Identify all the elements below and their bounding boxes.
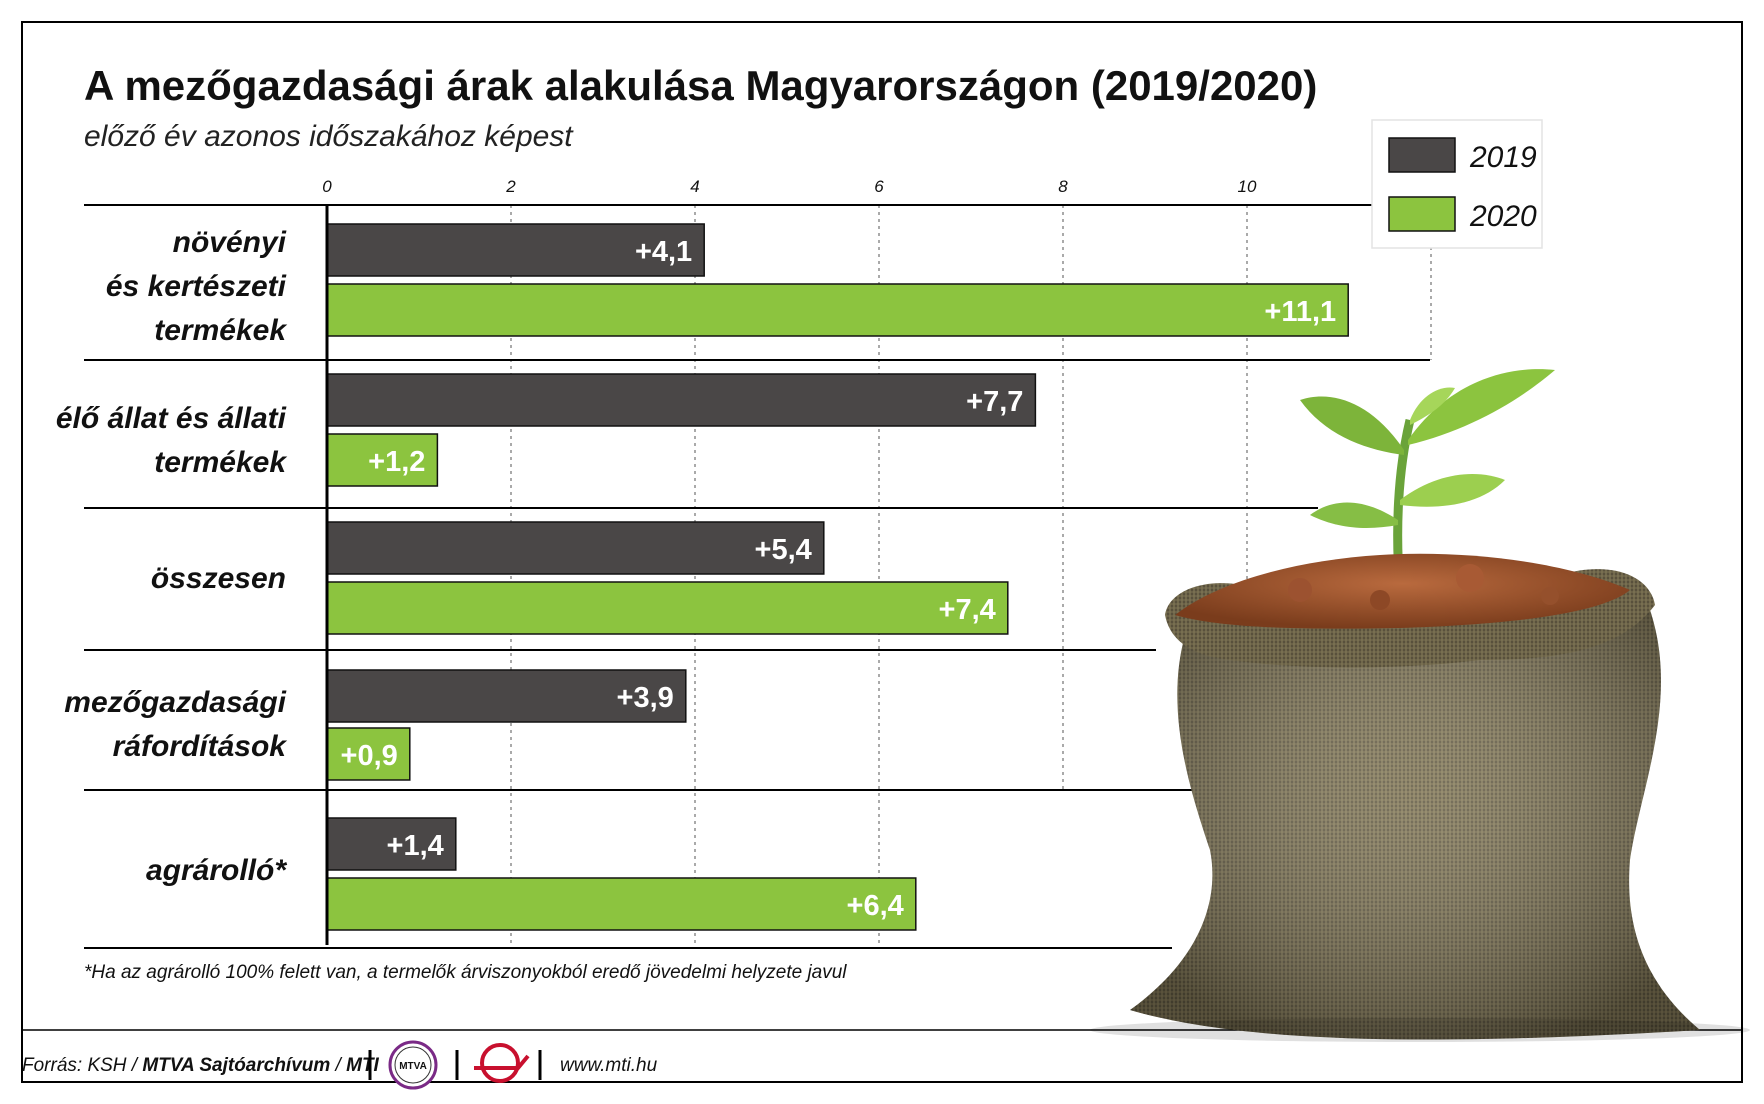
source-prefix: Forrás: KSH / bbox=[22, 1055, 142, 1076]
bar-2020 bbox=[326, 283, 1349, 337]
source-mti: MTI bbox=[346, 1055, 379, 1076]
category-label: élő állat és állati bbox=[56, 402, 287, 435]
bar-value-label: +5,4 bbox=[755, 534, 812, 566]
bars: +4,1 +7,7 +5,4 +3,9 +1,4 +11,1 +1,2 +7,4 +0,9 +6,… bbox=[326, 223, 1349, 931]
category-label: összesen bbox=[151, 562, 286, 595]
x-tick-label: 6 bbox=[874, 177, 884, 196]
bar-value-label: +7,4 bbox=[939, 594, 996, 626]
bar-value-label: +7,7 bbox=[966, 386, 1023, 418]
category-label: és kertészeti bbox=[106, 270, 287, 303]
x-tick-label: 2 bbox=[505, 177, 516, 196]
category-label: ráfordítások bbox=[113, 730, 288, 763]
source-text: Forrás: KSH / MTVA Sajtóarchívum / MTI bbox=[22, 1055, 380, 1076]
bar-value-label: +1,2 bbox=[368, 446, 425, 478]
bar-value-label: +11,1 bbox=[1264, 296, 1336, 328]
category-label: növényi bbox=[173, 226, 287, 259]
source-mtva: MTVA Sajtóarchívum bbox=[142, 1055, 330, 1076]
legend: 2019 2020 bbox=[1371, 119, 1543, 249]
x-tick-label: 10 bbox=[1238, 177, 1257, 196]
bar-value-label: +3,9 bbox=[617, 682, 674, 714]
category-label: termékek bbox=[154, 314, 287, 347]
legend-swatch-2019 bbox=[1388, 137, 1456, 173]
bar-2019 bbox=[326, 521, 825, 575]
bar-value-label: +6,4 bbox=[847, 890, 904, 922]
bar-value-label: +1,4 bbox=[387, 830, 444, 862]
chart-title: A mezőgazdasági árak alakulása Magyarors… bbox=[84, 62, 1317, 109]
x-tick-label: 4 bbox=[690, 177, 699, 196]
bar-value-label: +0,9 bbox=[341, 740, 398, 772]
footnote: *Ha az agrárolló 100% felett van, a term… bbox=[84, 962, 847, 983]
bar-value-label: +4,1 bbox=[635, 236, 692, 268]
category-label: mezőgazdasági bbox=[64, 686, 286, 719]
category-labels: növényi és kertészeti termékek élő állat és… bbox=[56, 226, 287, 887]
bar-2020 bbox=[326, 877, 917, 931]
bar-2020 bbox=[326, 581, 1009, 635]
outer-frame bbox=[21, 21, 1743, 1083]
group-separators bbox=[84, 204, 1431, 949]
bar-2020 bbox=[326, 433, 439, 487]
burlap-sack-with-seedling-icon bbox=[1090, 369, 1750, 1042]
mtva-logo-text: MTVA bbox=[399, 1061, 427, 1072]
gridlines bbox=[510, 205, 1432, 948]
legend-label-2020: 2020 bbox=[1469, 200, 1537, 233]
bar-2019 bbox=[326, 223, 705, 277]
mti-logo-icon bbox=[474, 1043, 530, 1083]
category-label: termékek bbox=[154, 446, 287, 479]
x-tick-label: 0 bbox=[322, 177, 332, 196]
bar-2019 bbox=[326, 669, 687, 723]
x-tick-labels: 0 2 4 6 8 10 bbox=[322, 177, 1257, 196]
category-label: agrárolló* bbox=[146, 854, 287, 887]
footer: Forrás: KSH / MTVA Sajtóarchívum / MTI M… bbox=[22, 1040, 658, 1090]
website: www.mti.hu bbox=[560, 1055, 658, 1076]
x-tick-label: 8 bbox=[1058, 177, 1068, 196]
chart-subtitle: előző év azonos időszakához képest bbox=[84, 120, 574, 153]
source-separator: / bbox=[330, 1055, 346, 1076]
bar-2019 bbox=[326, 373, 1037, 427]
legend-swatch-2020 bbox=[1388, 196, 1456, 232]
legend-label-2019: 2019 bbox=[1469, 141, 1537, 174]
mtva-logo-icon: MTVA bbox=[388, 1040, 438, 1090]
